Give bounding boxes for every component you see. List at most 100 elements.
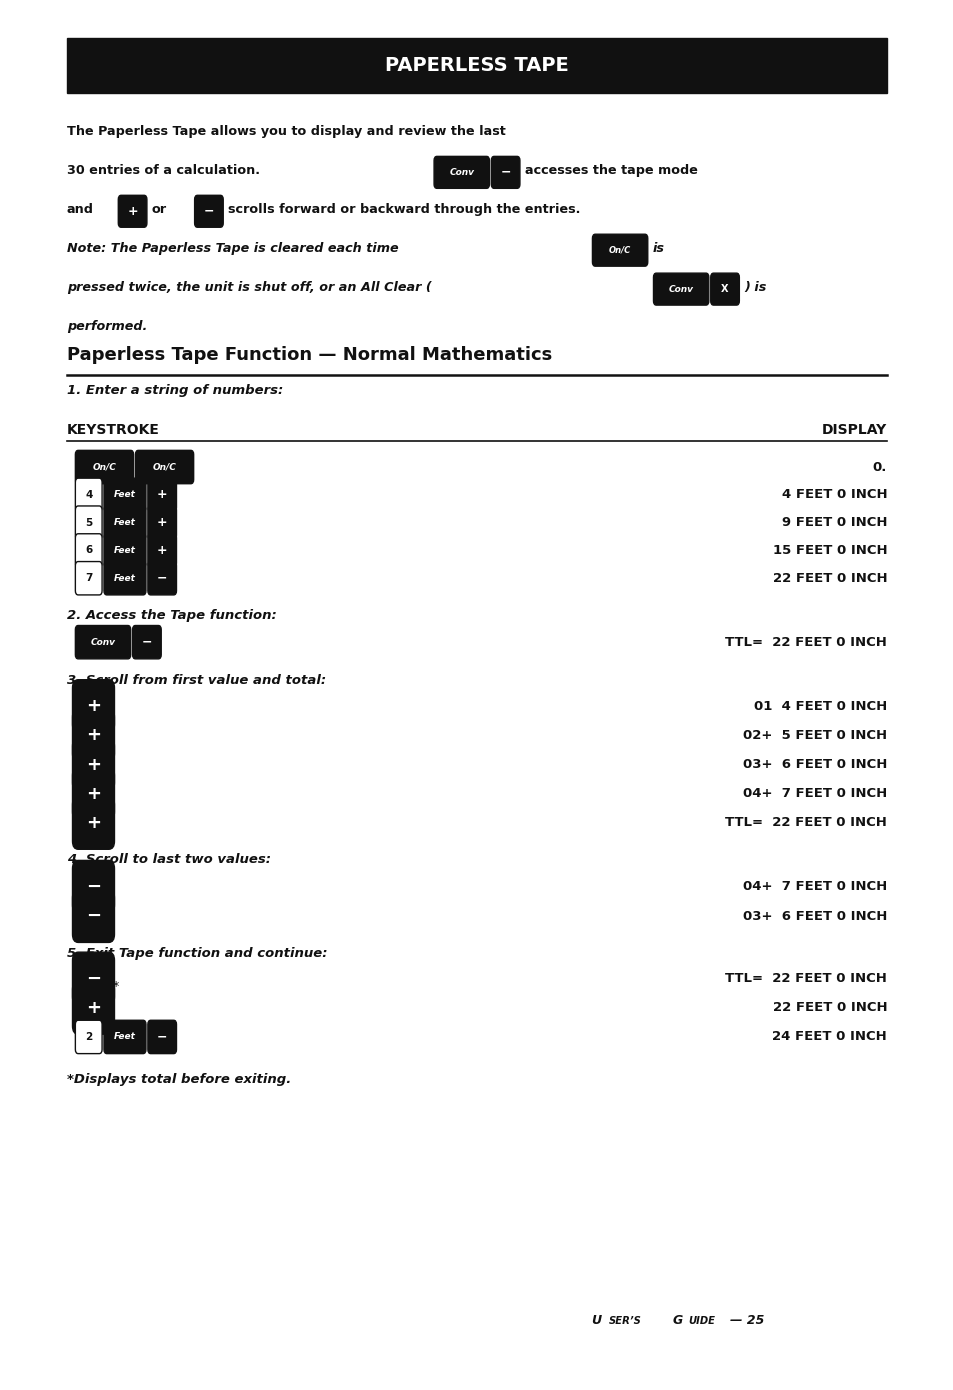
FancyBboxPatch shape [75,1020,102,1054]
FancyBboxPatch shape [75,450,133,484]
Text: 03+  6 FEET 0 INCH: 03+ 6 FEET 0 INCH [742,909,886,923]
Text: 2. Access the Tape function:: 2. Access the Tape function: [67,609,276,621]
FancyBboxPatch shape [75,506,102,539]
FancyBboxPatch shape [132,626,161,659]
Text: Feet: Feet [114,546,135,555]
FancyBboxPatch shape [148,1020,176,1054]
Text: 4 FEET 0 INCH: 4 FEET 0 INCH [781,488,886,502]
Text: TTL=  22 FEET 0 INCH: TTL= 22 FEET 0 INCH [724,816,886,830]
Text: TTL=  22 FEET 0 INCH: TTL= 22 FEET 0 INCH [724,635,886,649]
Text: On/C: On/C [608,246,631,254]
FancyBboxPatch shape [710,272,739,306]
Text: 30 entries of a calculation.: 30 entries of a calculation. [67,164,259,177]
Text: The Paperless Tape allows you to display and review the last: The Paperless Tape allows you to display… [67,125,505,138]
FancyBboxPatch shape [653,272,708,306]
FancyBboxPatch shape [67,38,886,93]
Text: scrolls forward or backward through the entries.: scrolls forward or backward through the … [228,203,579,215]
Text: 22 FEET 0 INCH: 22 FEET 0 INCH [772,1001,886,1015]
Text: −: − [499,165,511,179]
Text: *Displays total before exiting.: *Displays total before exiting. [67,1073,291,1086]
Text: TTL=  22 FEET 0 INCH: TTL= 22 FEET 0 INCH [724,972,886,986]
Text: 04+  7 FEET 0 INCH: 04+ 7 FEET 0 INCH [742,880,886,894]
Text: X: X [720,284,728,295]
Text: 6: 6 [85,545,92,556]
Text: 0.: 0. [872,460,886,474]
FancyBboxPatch shape [118,196,147,228]
Text: On/C: On/C [152,463,176,471]
Text: −: − [86,878,101,895]
Text: +: + [156,516,168,530]
FancyBboxPatch shape [592,235,647,267]
Text: 9 FEET 0 INCH: 9 FEET 0 INCH [781,516,886,530]
Text: *: * [112,980,119,994]
Text: 01  4 FEET 0 INCH: 01 4 FEET 0 INCH [753,699,886,713]
FancyBboxPatch shape [75,478,102,512]
FancyBboxPatch shape [72,738,114,791]
Text: U: U [591,1314,601,1327]
Text: Conv: Conv [449,168,474,177]
Text: ) is: ) is [743,281,765,293]
Text: 02+  5 FEET 0 INCH: 02+ 5 FEET 0 INCH [742,728,886,742]
Text: pressed twice, the unit is shut off, or an All Clear (: pressed twice, the unit is shut off, or … [67,281,431,293]
FancyBboxPatch shape [72,981,114,1034]
Text: 3. Scroll from first value and total:: 3. Scroll from first value and total: [67,674,326,687]
Text: 24 FEET 0 INCH: 24 FEET 0 INCH [772,1030,886,1044]
Text: +: + [86,698,101,714]
FancyBboxPatch shape [148,506,176,539]
FancyBboxPatch shape [75,562,102,595]
Text: On/C: On/C [92,463,116,471]
FancyBboxPatch shape [104,562,146,595]
Text: 4. Scroll to last two values:: 4. Scroll to last two values: [67,853,271,866]
Text: −: − [203,204,214,218]
FancyBboxPatch shape [72,952,114,1005]
FancyBboxPatch shape [72,767,114,820]
FancyBboxPatch shape [104,1020,146,1054]
Text: 22 FEET 0 INCH: 22 FEET 0 INCH [772,571,886,585]
FancyBboxPatch shape [72,860,114,913]
Text: Conv: Conv [91,638,115,646]
FancyBboxPatch shape [72,680,114,733]
Text: 5: 5 [85,517,92,528]
Text: 04+  7 FEET 0 INCH: 04+ 7 FEET 0 INCH [742,787,886,801]
Text: performed.: performed. [67,320,147,332]
Text: −: − [86,908,101,924]
Text: +: + [86,727,101,744]
Text: KEYSTROKE: KEYSTROKE [67,423,159,436]
Text: 4: 4 [85,489,92,500]
FancyBboxPatch shape [491,156,519,188]
Text: G: G [672,1314,682,1327]
FancyBboxPatch shape [194,196,223,228]
Text: 2: 2 [85,1031,92,1042]
Text: accesses the tape mode: accesses the tape mode [524,164,697,177]
Text: DISPLAY: DISPLAY [821,423,886,436]
Text: Feet: Feet [114,1033,135,1041]
FancyBboxPatch shape [104,506,146,539]
Text: +: + [86,756,101,773]
FancyBboxPatch shape [75,626,131,659]
Text: is: is [652,242,664,254]
Text: 03+  6 FEET 0 INCH: 03+ 6 FEET 0 INCH [742,758,886,771]
Text: Feet: Feet [114,518,135,527]
Text: SER’S: SER’S [608,1315,640,1326]
Text: 5. Exit Tape function and continue:: 5. Exit Tape function and continue: [67,947,327,959]
Text: Feet: Feet [114,491,135,499]
FancyBboxPatch shape [148,562,176,595]
FancyBboxPatch shape [148,478,176,512]
Text: 7: 7 [85,573,92,584]
Text: Note: The Paperless Tape is cleared each time: Note: The Paperless Tape is cleared each… [67,242,398,254]
FancyBboxPatch shape [72,890,114,942]
FancyBboxPatch shape [135,450,193,484]
Text: Conv: Conv [668,285,693,293]
FancyBboxPatch shape [148,534,176,567]
Text: +: + [156,543,168,557]
Text: +: + [86,785,101,802]
Text: −: − [86,970,101,987]
FancyBboxPatch shape [434,156,489,188]
FancyBboxPatch shape [104,478,146,512]
Text: +: + [86,815,101,831]
FancyBboxPatch shape [72,796,114,849]
FancyBboxPatch shape [104,534,146,567]
Text: or: or [152,203,167,215]
Text: UIDE: UIDE [687,1315,714,1326]
Text: Paperless Tape Function — Normal Mathematics: Paperless Tape Function — Normal Mathema… [67,346,552,364]
